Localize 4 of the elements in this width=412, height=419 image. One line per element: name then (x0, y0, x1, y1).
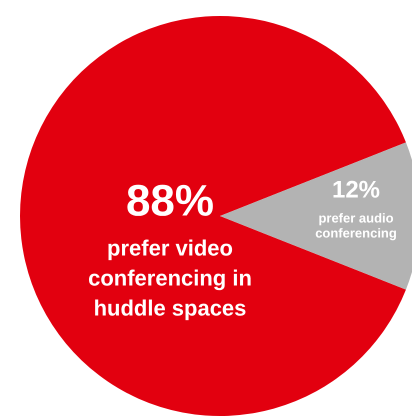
data-label: 12% (332, 176, 380, 204)
slice-label: prefer audio conferencing (315, 210, 397, 240)
slice-label: prefer video conferencing in huddle spaces (88, 236, 252, 320)
data-label: 88% (126, 176, 214, 226)
